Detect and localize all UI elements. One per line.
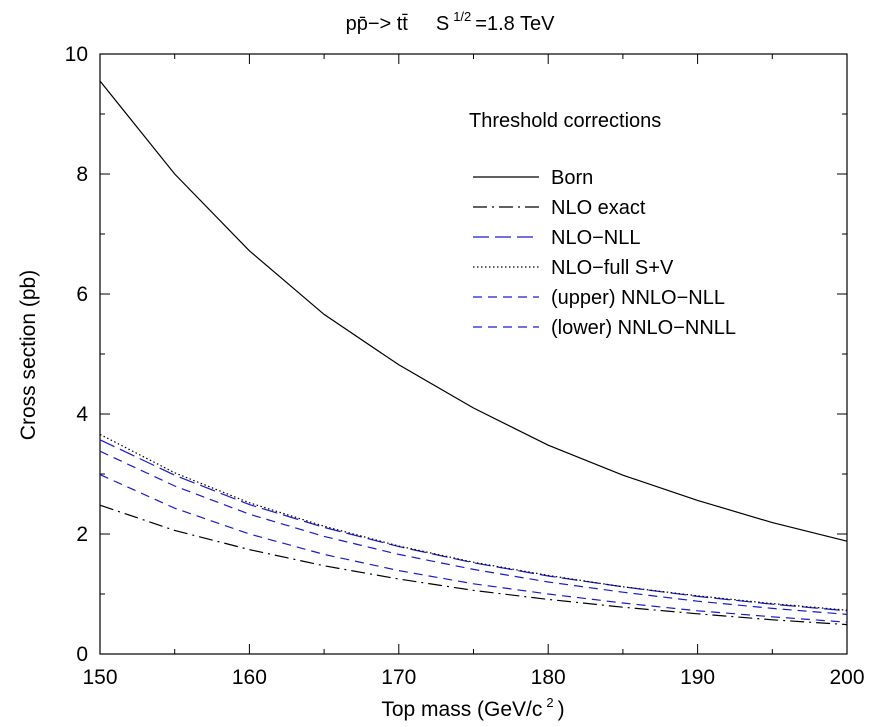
legend: Threshold corrections Born NLO exact NLO−N… xyxy=(469,110,736,339)
plot-frame xyxy=(99,53,848,655)
title-energy-exponent: 1/2 xyxy=(453,9,471,24)
series-line-4 xyxy=(99,450,848,615)
legend-label-0: Born xyxy=(551,167,593,189)
x-axis-label: Top mass (GeV/c 2 ) xyxy=(381,694,564,721)
title-energy-value: =1.8 TeV xyxy=(475,13,555,35)
x-axis-label-close: ) xyxy=(558,698,565,721)
x-tick-label: 190 xyxy=(680,666,715,689)
legend-label-2: NLO−NLL xyxy=(551,227,641,249)
legend-label-5: (lower) NNLO−NNLL xyxy=(551,317,736,339)
series-line-5 xyxy=(99,474,848,623)
series-line-0 xyxy=(99,80,848,542)
y-axis-label: Cross section (pb) xyxy=(17,270,40,440)
legend-items: Born NLO exact NLO−NLL NLO−full S+V (upper) … xyxy=(473,167,736,339)
chart-title: pp̄−> tt̄ S 1/2 =1.8 TeV xyxy=(346,8,556,35)
y-tick-label: 4 xyxy=(76,403,88,426)
series-line-3 xyxy=(99,433,848,611)
y-tick-label: 8 xyxy=(76,163,88,186)
x-tick-label: 200 xyxy=(829,666,864,689)
axis-tick-labels: 150 160 170 180 190 200 0 2 4 6 8 10 xyxy=(65,43,865,689)
title-process: pp̄−> tt̄ xyxy=(346,13,409,35)
axis-ticks xyxy=(99,53,848,655)
x-axis-label-main: Top mass (GeV/c xyxy=(381,698,542,721)
y-tick-label: 0 xyxy=(76,643,88,666)
legend-title: Threshold corrections xyxy=(469,110,661,132)
x-axis-label-exponent: 2 xyxy=(546,695,553,710)
y-tick-label: 10 xyxy=(65,43,88,66)
x-tick-label: 150 xyxy=(82,666,117,689)
x-tick-label: 170 xyxy=(381,666,416,689)
series-lines xyxy=(99,80,848,626)
y-tick-label: 2 xyxy=(76,523,88,546)
series-line-1 xyxy=(99,504,848,626)
x-tick-label: 160 xyxy=(232,666,267,689)
legend-label-4: (upper) NNLO−NLL xyxy=(551,287,725,309)
y-tick-label: 6 xyxy=(76,283,88,306)
series-line-2 xyxy=(99,439,848,612)
legend-label-3: NLO−full S+V xyxy=(551,257,674,279)
x-tick-label: 180 xyxy=(531,666,566,689)
title-energy-prefix: S xyxy=(436,13,449,35)
legend-label-1: NLO exact xyxy=(551,197,646,219)
